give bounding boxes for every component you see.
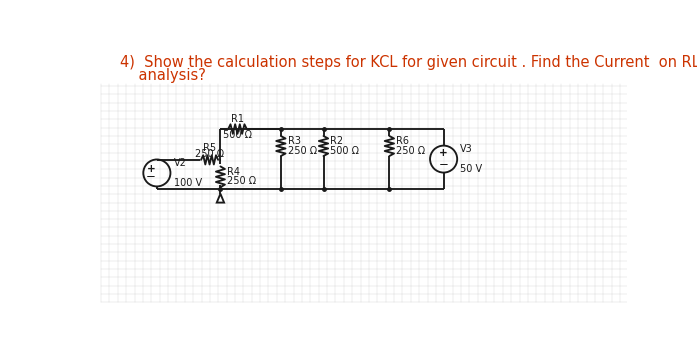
Text: V2: V2 <box>174 158 186 168</box>
Text: −: − <box>438 158 449 171</box>
Text: 250 Ω: 250 Ω <box>397 146 425 155</box>
Text: R6: R6 <box>397 136 409 147</box>
Text: R3: R3 <box>288 136 301 147</box>
Text: R1: R1 <box>231 114 244 124</box>
Text: 500 Ω: 500 Ω <box>330 146 360 155</box>
Text: 250 Ω: 250 Ω <box>195 149 224 159</box>
Text: analysis?: analysis? <box>120 68 206 83</box>
Text: +: + <box>147 164 155 174</box>
Text: 250 Ω: 250 Ω <box>288 146 317 155</box>
Text: R5: R5 <box>203 143 216 153</box>
Text: 50 V: 50 V <box>460 164 482 174</box>
Text: R4: R4 <box>227 167 240 177</box>
Text: 250 Ω: 250 Ω <box>227 176 256 186</box>
Text: −: − <box>146 171 156 183</box>
Text: V3: V3 <box>460 144 473 154</box>
Text: +: + <box>439 148 448 159</box>
Text: 100 V: 100 V <box>174 178 201 187</box>
Text: 4)  Show the calculation steps for KCL for given circuit . Find the Current  on : 4) Show the calculation steps for KCL fo… <box>120 55 697 70</box>
Text: R2: R2 <box>330 136 344 147</box>
Text: 500 Ω: 500 Ω <box>223 130 252 140</box>
